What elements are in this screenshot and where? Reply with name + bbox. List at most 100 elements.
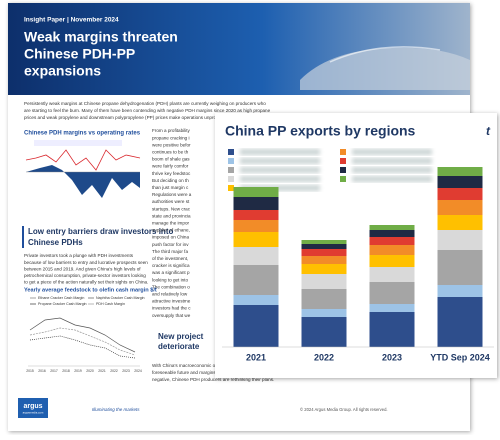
title-line: Chinese PDH-PP bbox=[24, 46, 135, 62]
car-image bbox=[300, 47, 470, 90]
bar-segment bbox=[437, 167, 483, 176]
heading-line: Chinese PDHs bbox=[28, 238, 83, 247]
bar-segment bbox=[369, 225, 415, 230]
bar-segment bbox=[233, 210, 279, 220]
text-line: foreseeable future and margins likely to… bbox=[152, 370, 267, 375]
legend-swatch bbox=[228, 149, 234, 155]
intro: Persistently weak margins at Chinese pro… bbox=[24, 101, 271, 120]
bar-segment bbox=[437, 176, 483, 188]
text-line: From a profitability bbox=[152, 128, 190, 133]
text-line: negative, Chinese PDH producers are reth… bbox=[152, 377, 274, 382]
legend-blur bbox=[240, 185, 320, 191]
chart1-figure bbox=[25, 140, 141, 198]
year-label: 2021 bbox=[98, 369, 106, 373]
legend-label: Propane Cracker Cash Margin bbox=[38, 302, 87, 306]
text-line: propane cracking i bbox=[152, 135, 190, 140]
heading-bar bbox=[22, 226, 24, 248]
unit: t bbox=[486, 124, 491, 138]
text-line: supplier of ethane, bbox=[152, 228, 190, 233]
text-line: With China's macroeconomic outlook stayi… bbox=[152, 363, 272, 368]
year-label: 2022 bbox=[110, 369, 118, 373]
chart2-line bbox=[29, 327, 136, 356]
year-label: 2024 bbox=[134, 369, 142, 373]
legend-blur bbox=[352, 176, 432, 182]
bar-segment bbox=[233, 247, 279, 265]
bar-segment bbox=[301, 317, 347, 347]
bar-segment bbox=[369, 237, 415, 245]
bar-segment bbox=[301, 274, 347, 289]
bar-segment bbox=[233, 197, 279, 210]
text-line: startups. New crac bbox=[152, 206, 191, 211]
bar-segment bbox=[369, 230, 415, 237]
bar-segment bbox=[233, 295, 279, 305]
chart-title: China PP exports by regions bbox=[225, 123, 416, 139]
bar-segment bbox=[301, 309, 347, 317]
bar-segment bbox=[233, 220, 279, 232]
text-line: petrochemical consumption, private-secto… bbox=[24, 273, 146, 278]
logo: argus bbox=[23, 403, 42, 410]
legend-blur bbox=[240, 167, 320, 173]
x-tick-label: 2021 bbox=[246, 352, 266, 362]
year-label: 2016 bbox=[38, 369, 46, 373]
heading-line: deteriorate bbox=[158, 342, 200, 351]
bar-segment bbox=[301, 264, 347, 274]
legend-blur bbox=[352, 158, 432, 164]
year-label: 2023 bbox=[122, 369, 130, 373]
chart2-legend: Ethane Cracker Cash Margin Naphtha Cracke… bbox=[30, 296, 145, 306]
text-line: attractive investme bbox=[152, 299, 191, 304]
bar-segment bbox=[369, 282, 415, 304]
closing-paragraph: With China's macroeconomic outlook stayi… bbox=[152, 363, 274, 382]
text-line: Regulations were a bbox=[152, 192, 192, 197]
chart2-title: Yearly average feedstock to olefin cash … bbox=[24, 287, 157, 293]
text-line: were fairly comfor bbox=[152, 164, 189, 169]
bar-segment bbox=[301, 256, 347, 264]
legend-swatch bbox=[340, 149, 346, 155]
text-line: were positive befor bbox=[152, 142, 191, 147]
title-line: expansions bbox=[24, 63, 101, 79]
legend-swatch bbox=[340, 158, 346, 164]
text-line: authorities were st bbox=[152, 199, 190, 204]
text-line: than just margin c bbox=[152, 185, 189, 190]
right-column: From a profitability propane cracking i we… bbox=[152, 128, 192, 318]
chart2-years: 2015 2016 2017 2018 2019 2020 2021 2022 2023 2024 bbox=[26, 369, 142, 373]
bar-segment bbox=[437, 230, 483, 250]
bar-segment bbox=[233, 232, 279, 247]
text-line: looking to get into bbox=[152, 277, 188, 282]
legend-swatch bbox=[228, 185, 234, 191]
text-line: investors had the c bbox=[152, 306, 191, 311]
text-line: The third major fa bbox=[152, 249, 188, 254]
left-heading: Low entry barriers draw investors into Ch… bbox=[28, 227, 173, 247]
bar-segment bbox=[437, 215, 483, 230]
heading-line: New project bbox=[158, 332, 204, 341]
x-tick-label: 2022 bbox=[314, 352, 334, 362]
text-line: Private investors took a plunge with PDH… bbox=[24, 253, 134, 258]
bar-segment bbox=[301, 240, 347, 244]
year-label: 2020 bbox=[86, 369, 94, 373]
logo-sub: argusmedia.com bbox=[23, 411, 44, 415]
copyright: © 2024 Argus Media Group. All rights res… bbox=[300, 407, 388, 412]
legend-swatch bbox=[228, 167, 234, 173]
legend-label: PDH Cash Margin bbox=[96, 302, 125, 306]
legend-swatch bbox=[228, 158, 234, 164]
text-line: between 2015 and 2019. And given China's… bbox=[24, 266, 141, 271]
bar-segment bbox=[369, 245, 415, 255]
text-line: state and provincia bbox=[152, 213, 191, 218]
text-line: But deciding on th bbox=[152, 178, 189, 183]
bar-segment bbox=[437, 250, 483, 285]
text-line: The combination o bbox=[152, 284, 190, 289]
text-line: manage the impor bbox=[152, 221, 189, 226]
legend-blur bbox=[352, 149, 432, 155]
overlay-chart: China PP exports by regions t 2021 2022 20… bbox=[215, 113, 497, 378]
year-label: 2017 bbox=[50, 369, 58, 373]
year-label: 2015 bbox=[26, 369, 34, 373]
bar-segment bbox=[437, 297, 483, 347]
chart1-area bbox=[26, 165, 140, 198]
title-line: Weak margins threaten bbox=[24, 29, 178, 45]
bar-segment bbox=[233, 305, 279, 347]
chart1-legend bbox=[34, 140, 122, 146]
bar-segment bbox=[301, 289, 347, 309]
year-label: 2019 bbox=[74, 369, 82, 373]
bar-segment bbox=[233, 265, 279, 295]
